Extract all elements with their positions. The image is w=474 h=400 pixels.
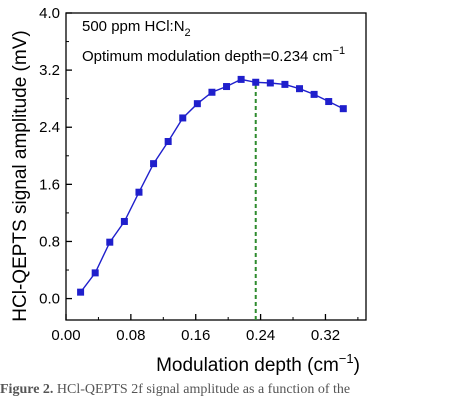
data-point (120, 217, 128, 225)
data-point (310, 90, 318, 98)
plot-area-border (65, 12, 367, 321)
x-tick-label: 0.00 (51, 327, 80, 344)
data-point (208, 88, 216, 96)
data-point (193, 100, 201, 108)
plot-frame (65, 12, 367, 321)
x-tick-label: 0.24 (246, 327, 275, 344)
data-point (266, 79, 274, 87)
caption-label: Figure 2. (0, 382, 54, 397)
y-tick-label: 0.0 (39, 291, 60, 308)
data-point (179, 114, 187, 122)
data-point (91, 269, 99, 277)
x-tick-label: 0.08 (116, 327, 145, 344)
y-tick-label: 2.4 (39, 119, 60, 136)
data-point (135, 188, 143, 196)
x-axis-title: Modulation depth (cm−1) (156, 351, 360, 376)
ticks-layer: 0.00 0.08 0.16 0.24 0.32 0.0 0.8 1.6 2.4 3.2 4.0 (39, 5, 359, 344)
y-axis-title: HCl-QEPTS signal amplitude (mV) (10, 30, 31, 321)
y-tick-label: 4.0 (39, 5, 60, 22)
data-point (252, 78, 260, 86)
data-point (150, 160, 158, 168)
data-point (237, 75, 245, 83)
data-point (339, 105, 347, 113)
y-tick-label: 0.8 (39, 233, 60, 250)
series-line (80, 78, 344, 293)
x-tick-label: 0.32 (311, 327, 340, 344)
data-point (164, 138, 172, 146)
x-tick-label: 0.16 (181, 327, 210, 344)
data-point (281, 80, 289, 88)
annotation-optimum: Optimum modulation depth=0.234 cm−1 (82, 45, 345, 65)
data-point (77, 288, 85, 296)
data-point (325, 98, 333, 106)
y-tick-label: 1.6 (39, 176, 60, 193)
annotation-sample: 500 ppm HCl:N2 (82, 18, 191, 39)
data-point (296, 85, 304, 93)
data-point (223, 83, 231, 91)
caption-text: HCl-QEPTS 2f signal amplitude as a funct… (56, 382, 351, 397)
y-tick-label: 3.2 (39, 62, 60, 79)
chart: 0.00 0.08 0.16 0.24 0.32 0.0 0.8 1.6 2.4 3.2 4.0 H… (10, 5, 367, 376)
data-point (106, 238, 114, 246)
figure-caption: Figure 2. HCl-QEPTS 2f signal amplitude … (0, 382, 474, 400)
series-layer (77, 75, 347, 320)
